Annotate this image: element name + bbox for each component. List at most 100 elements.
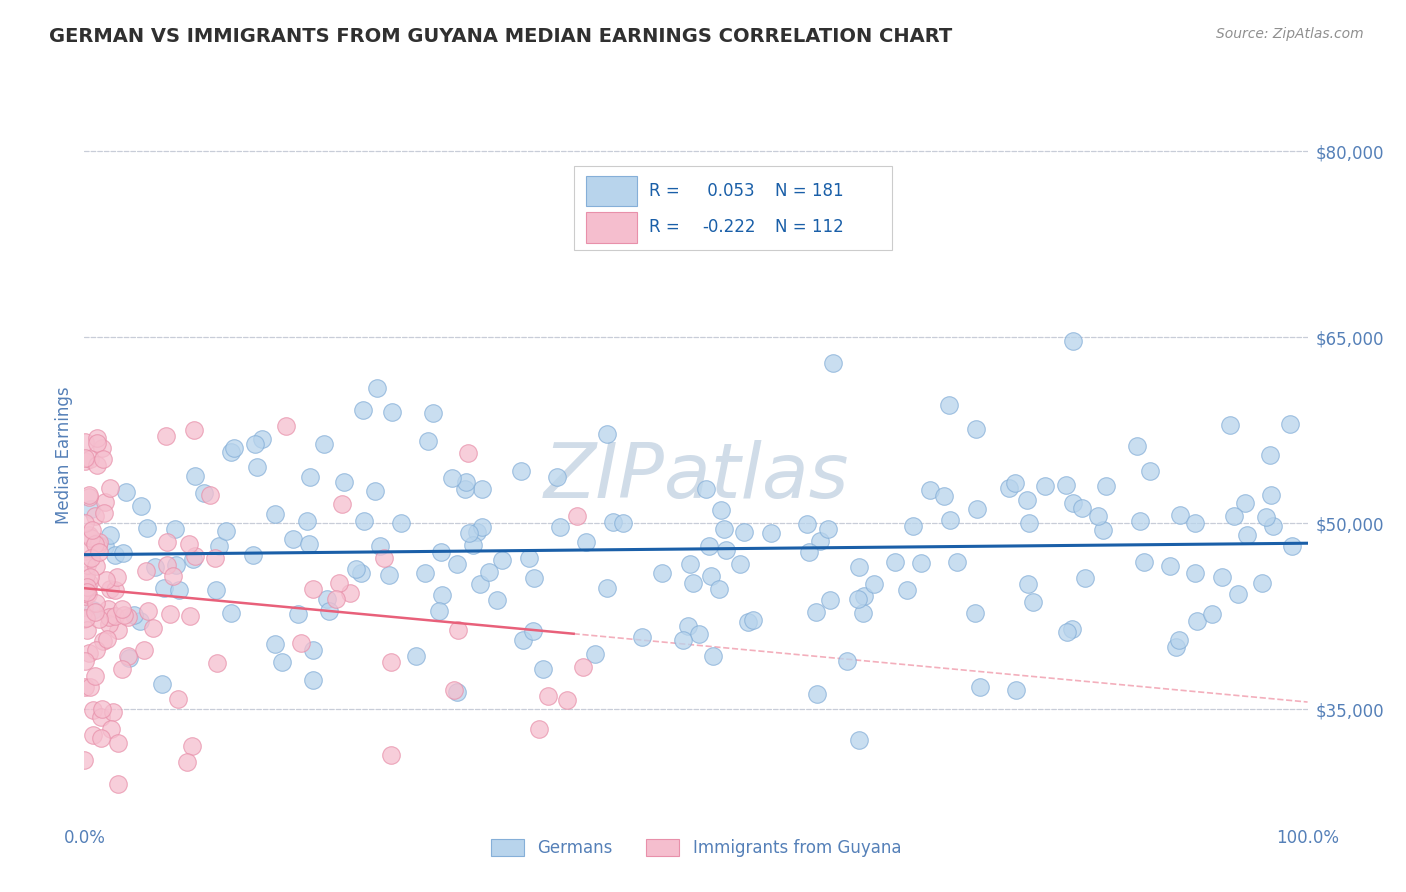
Point bbox=[709, 503, 731, 517]
Point bbox=[1005, 682, 1028, 697]
Point bbox=[366, 381, 388, 395]
Point bbox=[1167, 633, 1189, 648]
Point bbox=[447, 623, 470, 637]
Point bbox=[1222, 508, 1244, 523]
Point bbox=[695, 482, 717, 496]
Point bbox=[84, 642, 107, 657]
Point bbox=[468, 577, 491, 591]
Point bbox=[546, 469, 568, 483]
Point bbox=[75, 567, 97, 582]
Point bbox=[111, 546, 134, 560]
Point bbox=[181, 739, 204, 754]
Point bbox=[73, 753, 96, 767]
Point bbox=[405, 649, 427, 664]
Point bbox=[83, 668, 105, 682]
Point bbox=[80, 531, 103, 545]
Point bbox=[352, 403, 374, 417]
Point bbox=[416, 434, 439, 448]
Point bbox=[111, 602, 134, 616]
Point bbox=[86, 458, 108, 473]
Point bbox=[575, 534, 598, 549]
Point bbox=[84, 597, 107, 611]
Point bbox=[707, 582, 730, 597]
Point bbox=[1060, 622, 1083, 636]
Point bbox=[155, 535, 177, 549]
FancyBboxPatch shape bbox=[586, 176, 637, 206]
Point bbox=[1074, 571, 1097, 585]
Point bbox=[862, 577, 884, 591]
Point bbox=[422, 406, 444, 420]
Point bbox=[155, 429, 177, 443]
Point bbox=[91, 441, 114, 455]
Point bbox=[804, 605, 827, 619]
Point bbox=[330, 497, 353, 511]
Point bbox=[759, 526, 782, 541]
Point bbox=[1211, 569, 1233, 583]
Point bbox=[219, 606, 242, 620]
Point bbox=[298, 537, 321, 551]
Point bbox=[73, 680, 96, 694]
Point bbox=[565, 508, 588, 523]
Point bbox=[429, 545, 451, 559]
Point bbox=[1250, 576, 1272, 591]
Point bbox=[163, 522, 186, 536]
Point bbox=[1062, 334, 1084, 349]
Point bbox=[702, 648, 724, 663]
Point bbox=[79, 528, 101, 542]
Point bbox=[339, 586, 361, 600]
Text: Source: ZipAtlas.com: Source: ZipAtlas.com bbox=[1216, 27, 1364, 41]
Point bbox=[87, 545, 110, 559]
Point bbox=[910, 556, 932, 570]
Point bbox=[299, 470, 322, 484]
Point bbox=[316, 592, 339, 607]
Point bbox=[835, 654, 858, 668]
Point bbox=[205, 583, 228, 598]
Point bbox=[672, 632, 695, 647]
Point bbox=[77, 646, 100, 660]
Point bbox=[76, 580, 98, 594]
Point bbox=[821, 356, 844, 370]
Point bbox=[87, 538, 110, 552]
Point bbox=[155, 558, 177, 573]
Point bbox=[969, 680, 991, 694]
Point bbox=[1254, 509, 1277, 524]
Point bbox=[1201, 607, 1223, 622]
Point bbox=[165, 558, 187, 573]
Point bbox=[87, 611, 110, 625]
Point bbox=[1021, 595, 1043, 609]
Point bbox=[918, 483, 941, 497]
Point bbox=[73, 450, 96, 465]
Point bbox=[806, 687, 828, 701]
Point bbox=[76, 558, 98, 573]
Point bbox=[136, 604, 159, 618]
Point bbox=[454, 482, 477, 496]
Point bbox=[184, 549, 207, 563]
Point bbox=[853, 589, 876, 603]
Point bbox=[678, 619, 700, 633]
Point bbox=[82, 702, 104, 716]
Point bbox=[73, 543, 96, 558]
Point bbox=[94, 573, 117, 587]
Text: 0.053: 0.053 bbox=[702, 182, 755, 200]
Point bbox=[193, 485, 215, 500]
Text: -0.222: -0.222 bbox=[702, 219, 755, 236]
Point bbox=[73, 654, 96, 668]
Point bbox=[965, 422, 987, 436]
Point bbox=[457, 446, 479, 460]
Point bbox=[344, 562, 367, 576]
Point bbox=[1159, 559, 1181, 574]
Point bbox=[1033, 478, 1056, 492]
Point bbox=[184, 469, 207, 483]
Point bbox=[478, 565, 501, 579]
Point bbox=[700, 569, 723, 583]
Point bbox=[328, 576, 350, 591]
Point bbox=[852, 606, 875, 620]
Legend: Germans, Immigrants from Guyana: Germans, Immigrants from Guyana bbox=[484, 832, 908, 863]
Point bbox=[446, 685, 468, 699]
Point bbox=[651, 566, 673, 581]
Point bbox=[380, 655, 402, 669]
Point bbox=[118, 651, 141, 665]
Point bbox=[389, 516, 412, 530]
Point bbox=[846, 591, 869, 606]
Point bbox=[1219, 418, 1241, 433]
